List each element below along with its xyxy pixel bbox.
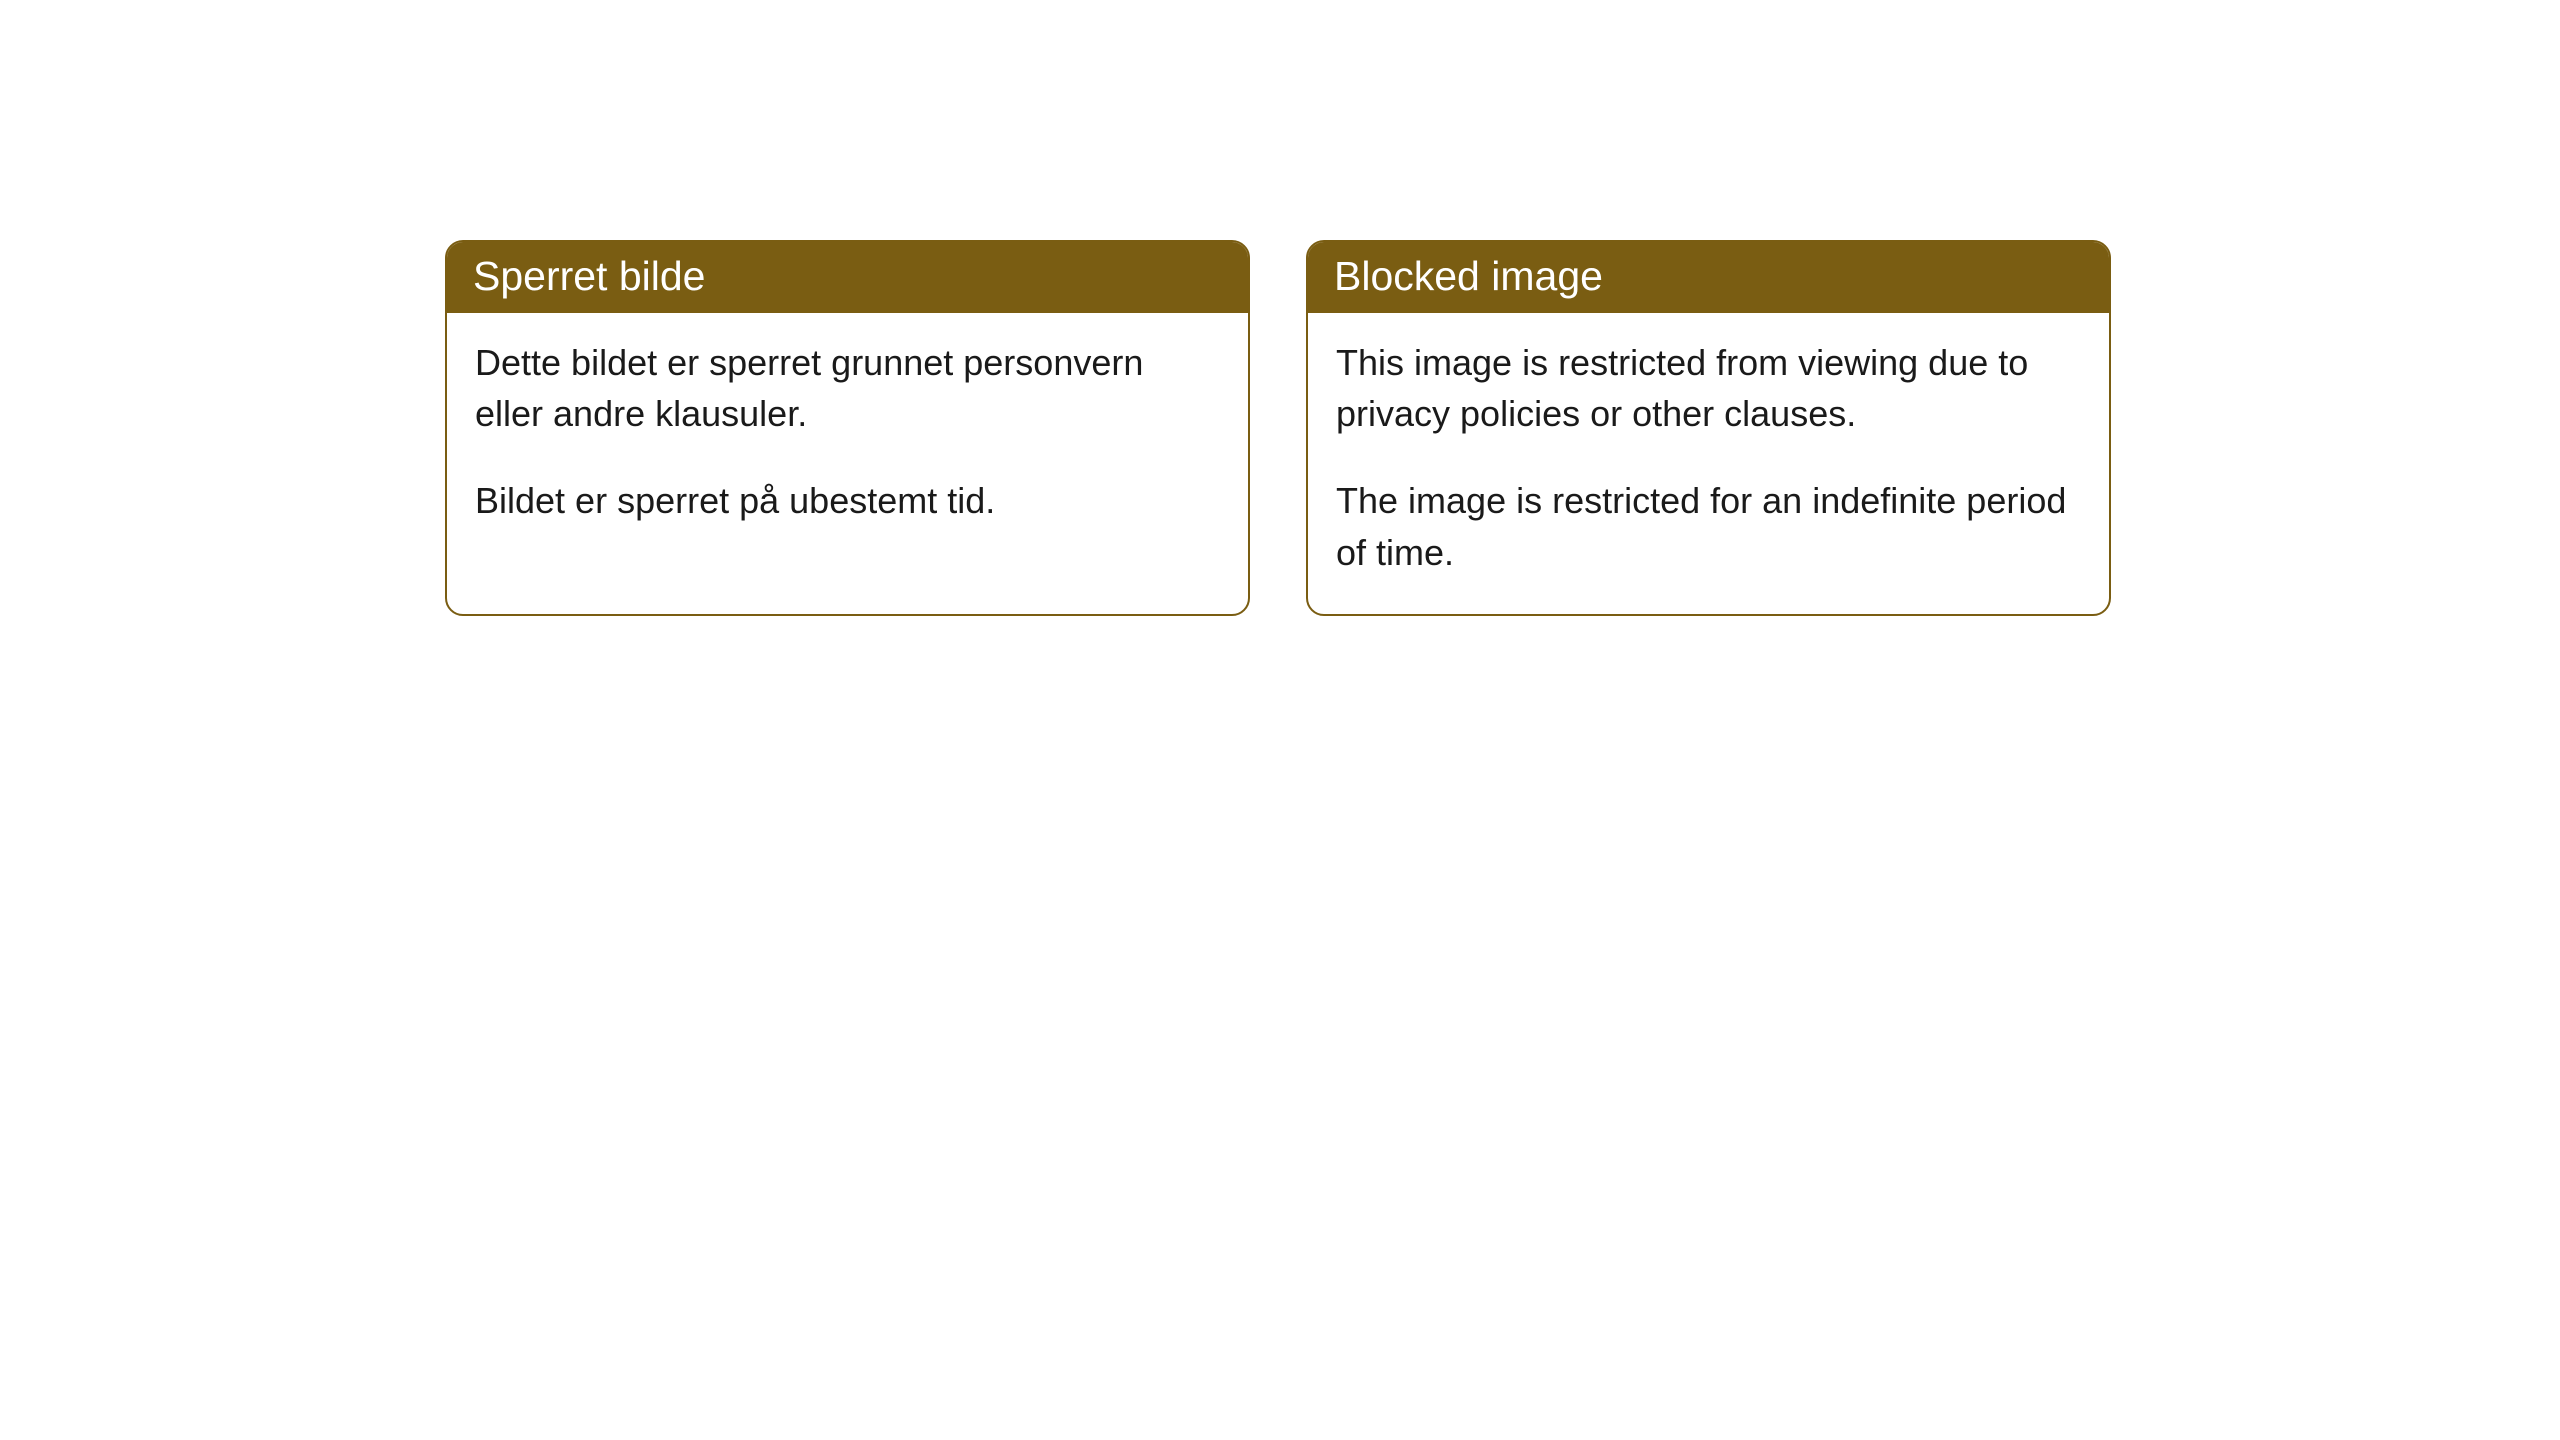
notice-cards-container: Sperret bilde Dette bildet er sperret gr… <box>445 240 2560 616</box>
notice-card-english: Blocked image This image is restricted f… <box>1306 240 2111 616</box>
notice-paragraph: The image is restricted for an indefinit… <box>1336 475 2081 577</box>
notice-card-norwegian: Sperret bilde Dette bildet er sperret gr… <box>445 240 1250 616</box>
notice-card-title: Blocked image <box>1308 242 2109 313</box>
notice-paragraph: Dette bildet er sperret grunnet personve… <box>475 337 1220 439</box>
notice-paragraph: This image is restricted from viewing du… <box>1336 337 2081 439</box>
notice-card-body: Dette bildet er sperret grunnet personve… <box>447 313 1248 562</box>
notice-card-body: This image is restricted from viewing du… <box>1308 313 2109 613</box>
notice-paragraph: Bildet er sperret på ubestemt tid. <box>475 475 1220 526</box>
notice-card-title: Sperret bilde <box>447 242 1248 313</box>
